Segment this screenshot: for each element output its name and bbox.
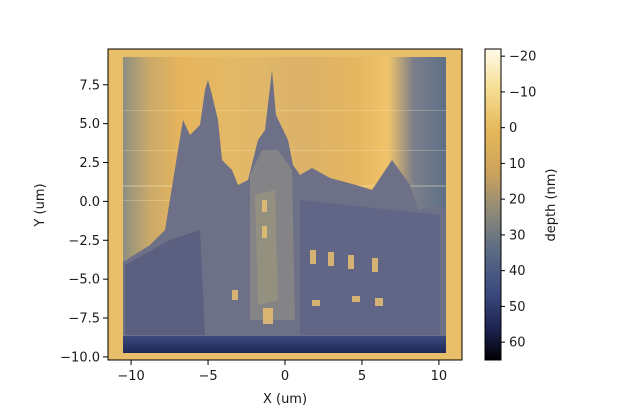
y-tick-label: 2.5 <box>79 156 100 171</box>
building-silhouette <box>123 70 446 340</box>
y-tick-label: −2.5 <box>68 234 100 249</box>
colorbar-tick-label: 10 <box>509 157 526 172</box>
colorbar-tick-label: −20 <box>509 50 536 65</box>
colorbar-tick-label: 60 <box>509 336 526 351</box>
colorbar-tick-label: 20 <box>509 193 526 208</box>
colorbar-label: depth (nm) <box>544 168 559 241</box>
y-tick-label: 7.5 <box>79 78 100 93</box>
colorbar-tick-label: 40 <box>509 264 526 279</box>
building-windows <box>232 200 383 324</box>
y-tick-label: −10.0 <box>60 350 100 365</box>
y-tick-label: −7.5 <box>68 312 100 327</box>
colorbar-tick-label: 0 <box>509 121 517 136</box>
colorbar-tick-label: 30 <box>509 228 526 243</box>
heatmap-image <box>108 49 462 360</box>
image-ground <box>123 336 446 353</box>
x-tick-label: −10 <box>117 369 144 384</box>
colorbar-gradient <box>484 48 502 361</box>
x-tick-label: 10 <box>431 369 448 384</box>
colorbar: −20 −10 0 10 20 30 40 50 60 depth (nm) <box>484 48 559 361</box>
colorbar-tick-label: −10 <box>509 85 536 100</box>
colorbar-ticks: −20 −10 0 10 20 30 40 50 60 <box>501 50 536 351</box>
y-tick-label: 0.0 <box>79 195 100 210</box>
x-tick-label: 5 <box>358 369 366 384</box>
y-tick-label: −5.0 <box>68 273 100 288</box>
y-tick-label: 5.0 <box>79 117 100 132</box>
y-axis-label: Y (um) <box>33 183 48 227</box>
axes: −10 −5 0 5 10 7.55.02.50.0−2.5−5.0−7.5−10.0 … <box>33 48 463 407</box>
x-tick-label: −5 <box>198 369 217 384</box>
colorbar-tick-label: 50 <box>509 300 526 315</box>
y-axis-ticks: 7.5 5.0 2.5 0.0 −2.5 −5.0 −7.5 −10.0 <box>60 78 108 365</box>
x-axis-label: X (um) <box>263 392 307 407</box>
x-axis-ticks: −10 −5 0 5 10 <box>117 360 447 384</box>
x-tick-label: 0 <box>281 369 289 384</box>
